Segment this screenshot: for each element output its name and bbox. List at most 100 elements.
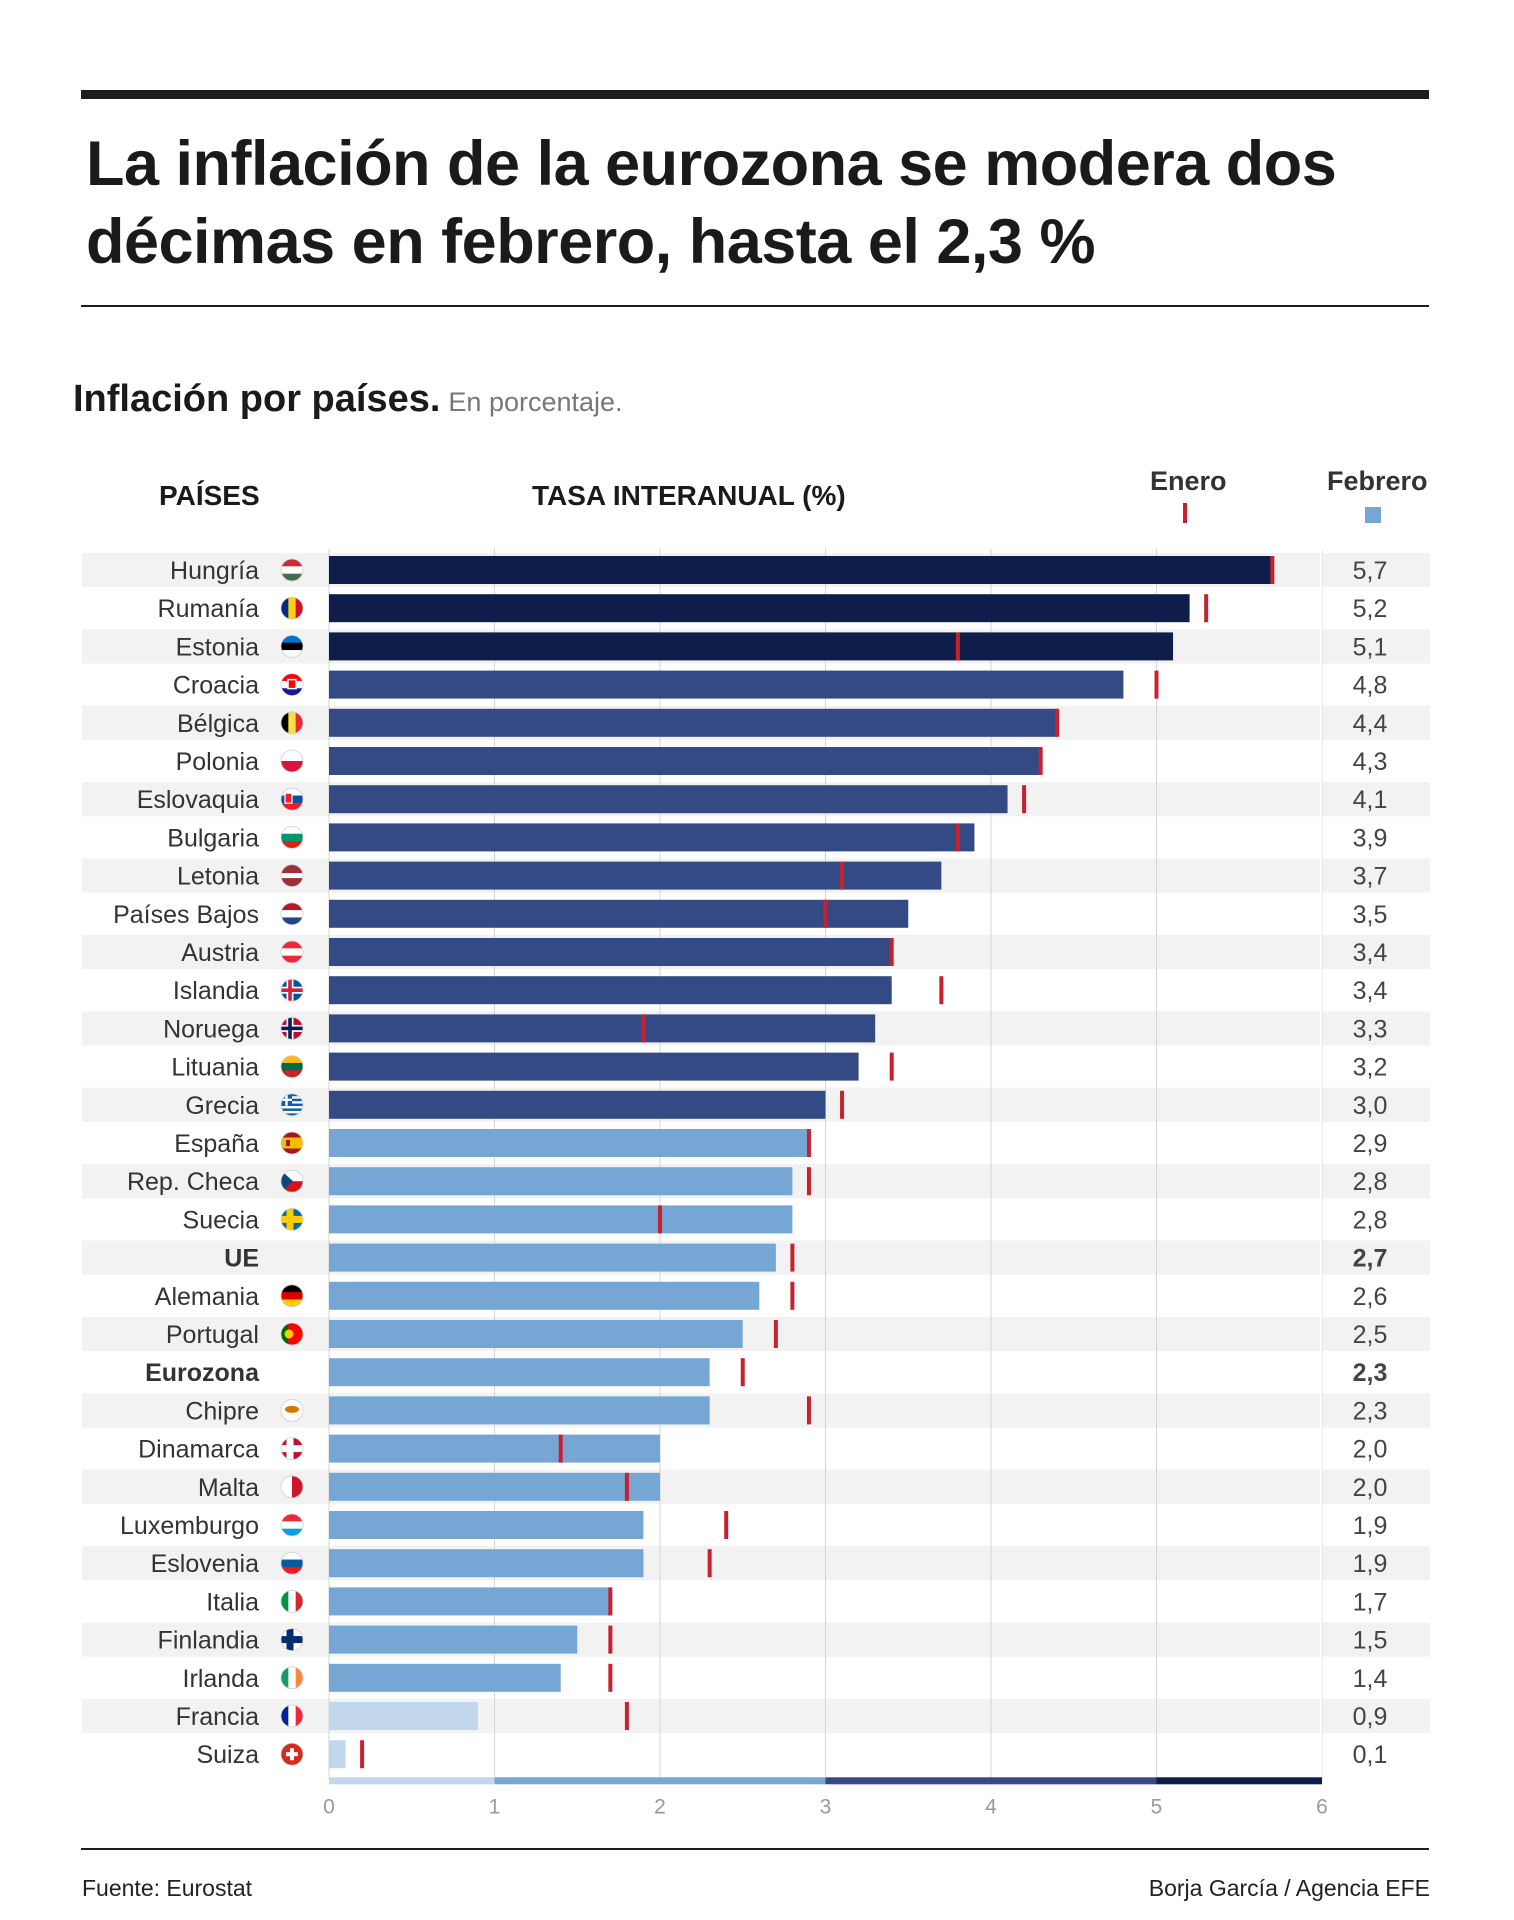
january-marker xyxy=(1204,594,1209,623)
color-scale-segment xyxy=(494,1777,826,1785)
january-marker xyxy=(1055,708,1060,737)
flag-shield xyxy=(287,678,297,690)
value-label: 3,3 xyxy=(1353,1015,1388,1043)
flag-stripe xyxy=(281,1528,303,1536)
january-marker xyxy=(724,1511,729,1539)
legend-february-label: Febrero xyxy=(1327,466,1428,496)
january-marker xyxy=(624,1702,629,1730)
flag-stripe xyxy=(288,1705,297,1727)
bar-luxemburgo xyxy=(329,1511,644,1539)
bar-hungr-a xyxy=(329,556,1273,584)
flag-stripe xyxy=(281,833,303,842)
value-label: 1,7 xyxy=(1353,1588,1388,1616)
row-stripe xyxy=(82,1546,1430,1581)
value-label: 1,5 xyxy=(1353,1627,1388,1655)
flag-stripe xyxy=(281,1666,289,1689)
flag-stripe xyxy=(281,1292,303,1300)
iceland-flag-icon xyxy=(281,979,303,1002)
credit-note: Borja García / Agencia EFE xyxy=(1148,1875,1430,1901)
flag-stripe xyxy=(281,841,303,849)
luxembourg-flag-icon xyxy=(281,1514,303,1536)
flag-border xyxy=(280,1513,304,1537)
flag-stripe xyxy=(281,1110,303,1114)
color-scale-bar xyxy=(329,1777,1322,1785)
value-label: 3,7 xyxy=(1353,863,1388,891)
flag-stripe xyxy=(281,1705,289,1727)
value-label: 2,0 xyxy=(1353,1474,1388,1502)
flag-stripe xyxy=(295,597,303,620)
flag-border xyxy=(280,596,304,620)
poland-flag-icon xyxy=(281,750,303,772)
country-label: Lituania xyxy=(171,1054,259,1082)
bar-portugal xyxy=(329,1320,743,1348)
january-marker xyxy=(806,1129,811,1157)
january-marker xyxy=(806,1167,811,1196)
germany-flag-icon xyxy=(281,1284,303,1307)
value-label: 2,5 xyxy=(1353,1321,1388,1349)
january-marker xyxy=(840,861,845,890)
flag-stripe xyxy=(281,1284,303,1293)
flag-stripe xyxy=(281,559,303,567)
january-marker xyxy=(658,1205,662,1234)
belgium-flag-icon xyxy=(281,711,303,734)
flag-border xyxy=(280,864,304,887)
bar-chipre xyxy=(329,1396,710,1425)
bar-dinamarca xyxy=(329,1434,660,1463)
flag-stripe xyxy=(281,750,303,762)
norway-flag-icon xyxy=(281,1017,303,1040)
flag-border xyxy=(280,1055,304,1078)
february-bars xyxy=(329,556,1273,1769)
lithuania-flag-icon xyxy=(281,1055,303,1078)
bar-austria xyxy=(329,938,892,966)
flag-border xyxy=(280,711,304,735)
value-label: 3,5 xyxy=(1353,901,1388,929)
flag-border xyxy=(280,978,304,1002)
legend-january-label: Enero xyxy=(1150,466,1227,496)
flag-stripe xyxy=(281,597,289,620)
flag-stripe xyxy=(281,1108,303,1112)
value-label: 1,9 xyxy=(1353,1512,1388,1540)
x-tick-label: 3 xyxy=(820,1795,832,1818)
flag-border xyxy=(280,1628,304,1651)
x-tick-label: 6 xyxy=(1316,1795,1328,1818)
january-marker xyxy=(790,1281,795,1310)
portugal-flag-icon xyxy=(281,1323,303,1345)
country-label: Portugal xyxy=(166,1321,259,1349)
january-marker xyxy=(806,1396,811,1425)
country-label: Italia xyxy=(206,1588,259,1616)
january-marker xyxy=(608,1663,613,1692)
january-marker xyxy=(608,1587,613,1616)
country-label: Francia xyxy=(176,1703,259,1731)
ireland-flag-icon xyxy=(281,1666,303,1689)
flag-emblem xyxy=(284,1329,294,1339)
value-label: 3,4 xyxy=(1353,977,1388,1005)
flag-stripe xyxy=(292,1475,303,1498)
rate-column-header: TASA INTERANUAL (%) xyxy=(532,480,846,511)
value-label: 4,3 xyxy=(1353,748,1388,776)
flag-stripe xyxy=(281,917,303,925)
flag-border xyxy=(280,1437,304,1460)
finland-flag-icon xyxy=(281,1628,303,1651)
flag-border xyxy=(280,1742,304,1766)
country-label: Eslovaquia xyxy=(137,786,259,814)
x-tick-label: 0 xyxy=(323,1795,335,1818)
flag-border xyxy=(280,1666,304,1690)
flag-stripe xyxy=(281,1148,303,1154)
country-label: Bélgica xyxy=(177,710,259,738)
january-marker xyxy=(1270,556,1275,584)
bar-eslovaquia xyxy=(329,785,1008,814)
bar-espa-a xyxy=(329,1129,809,1157)
flag-cross-inner-h xyxy=(281,988,303,992)
january-marker xyxy=(1038,747,1043,775)
bar-b-lgica xyxy=(329,708,1058,737)
country-label: Grecia xyxy=(185,1092,259,1120)
flag-stripe xyxy=(281,902,303,911)
value-label: 3,4 xyxy=(1353,939,1388,967)
bar-noruega xyxy=(329,1014,876,1043)
january-marker xyxy=(823,899,828,928)
flag-border xyxy=(280,826,304,849)
headline-rule xyxy=(81,305,1429,307)
value-label: 1,4 xyxy=(1353,1665,1388,1693)
flag-border xyxy=(280,1399,304,1422)
flag-stripe xyxy=(295,1323,303,1345)
